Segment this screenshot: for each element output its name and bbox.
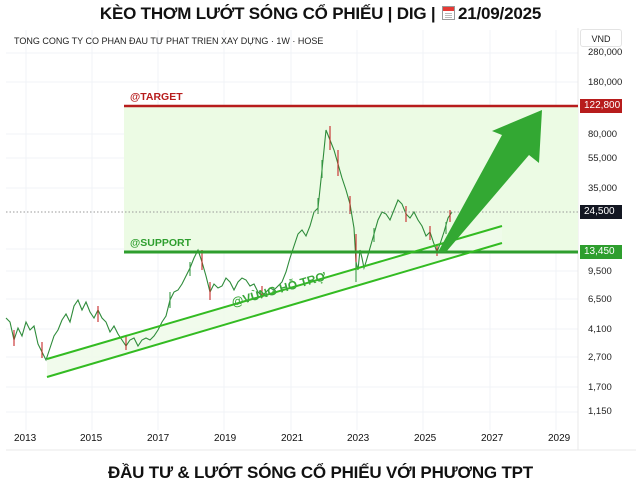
support-label: @SUPPORT [130, 237, 191, 249]
y-tick: 55,000 [588, 153, 618, 164]
y-tick: 80,000 [588, 129, 618, 140]
y-tick: 4,100 [588, 324, 612, 335]
x-tick: 2029 [548, 433, 571, 444]
channel-lower-line [46, 242, 503, 378]
y-tick: 2,700 [588, 352, 612, 363]
title-date: 21/09/2025 [458, 4, 542, 23]
x-tick: 2019 [214, 433, 237, 444]
y-tick: 1,700 [588, 382, 612, 393]
title-text: KÈO THƠM LƯỚT SÓNG CỔ PHIẾU | DIG | [99, 4, 440, 23]
y-tick: 6,500 [588, 294, 612, 305]
page-title: KÈO THƠM LƯỚT SÓNG CỔ PHIẾU | DIG | 21/0… [0, 4, 641, 24]
x-tick: 2021 [281, 433, 304, 444]
x-tick: 2025 [414, 433, 437, 444]
x-tick: 2017 [147, 433, 170, 444]
footer-caption: ĐẦU TƯ & LƯỚT SÓNG CỔ PHIẾU VỚI PHƯƠNG T… [108, 463, 533, 482]
x-tick: 2013 [14, 433, 37, 444]
x-tick: 2023 [347, 433, 370, 444]
up-arrow-icon [438, 110, 542, 252]
x-tick: 2027 [481, 433, 504, 444]
x-tick: 2015 [80, 433, 103, 444]
currency-button[interactable]: VND [580, 29, 622, 47]
channel-upper-line [46, 225, 503, 360]
calendar-icon [442, 6, 455, 20]
y-tick: 180,000 [588, 77, 623, 88]
y-tick: 9,500 [588, 266, 612, 277]
price-series [5, 129, 453, 362]
chart-subtitle: TONG CONG TY CO PHAN ĐAU TƯ PHAT TRIEN X… [14, 36, 324, 46]
last-price-badge: 24,500 [580, 205, 622, 219]
y-tick: 1,150 [588, 406, 612, 417]
y-tick: 280,000 [588, 47, 623, 58]
y-tick: 35,000 [588, 183, 618, 194]
target-price-badge: 122,800 [580, 99, 622, 113]
support-price-badge: 13,450 [580, 245, 622, 259]
bullish-candles [169, 160, 447, 308]
target-label: @TARGET [130, 91, 183, 103]
